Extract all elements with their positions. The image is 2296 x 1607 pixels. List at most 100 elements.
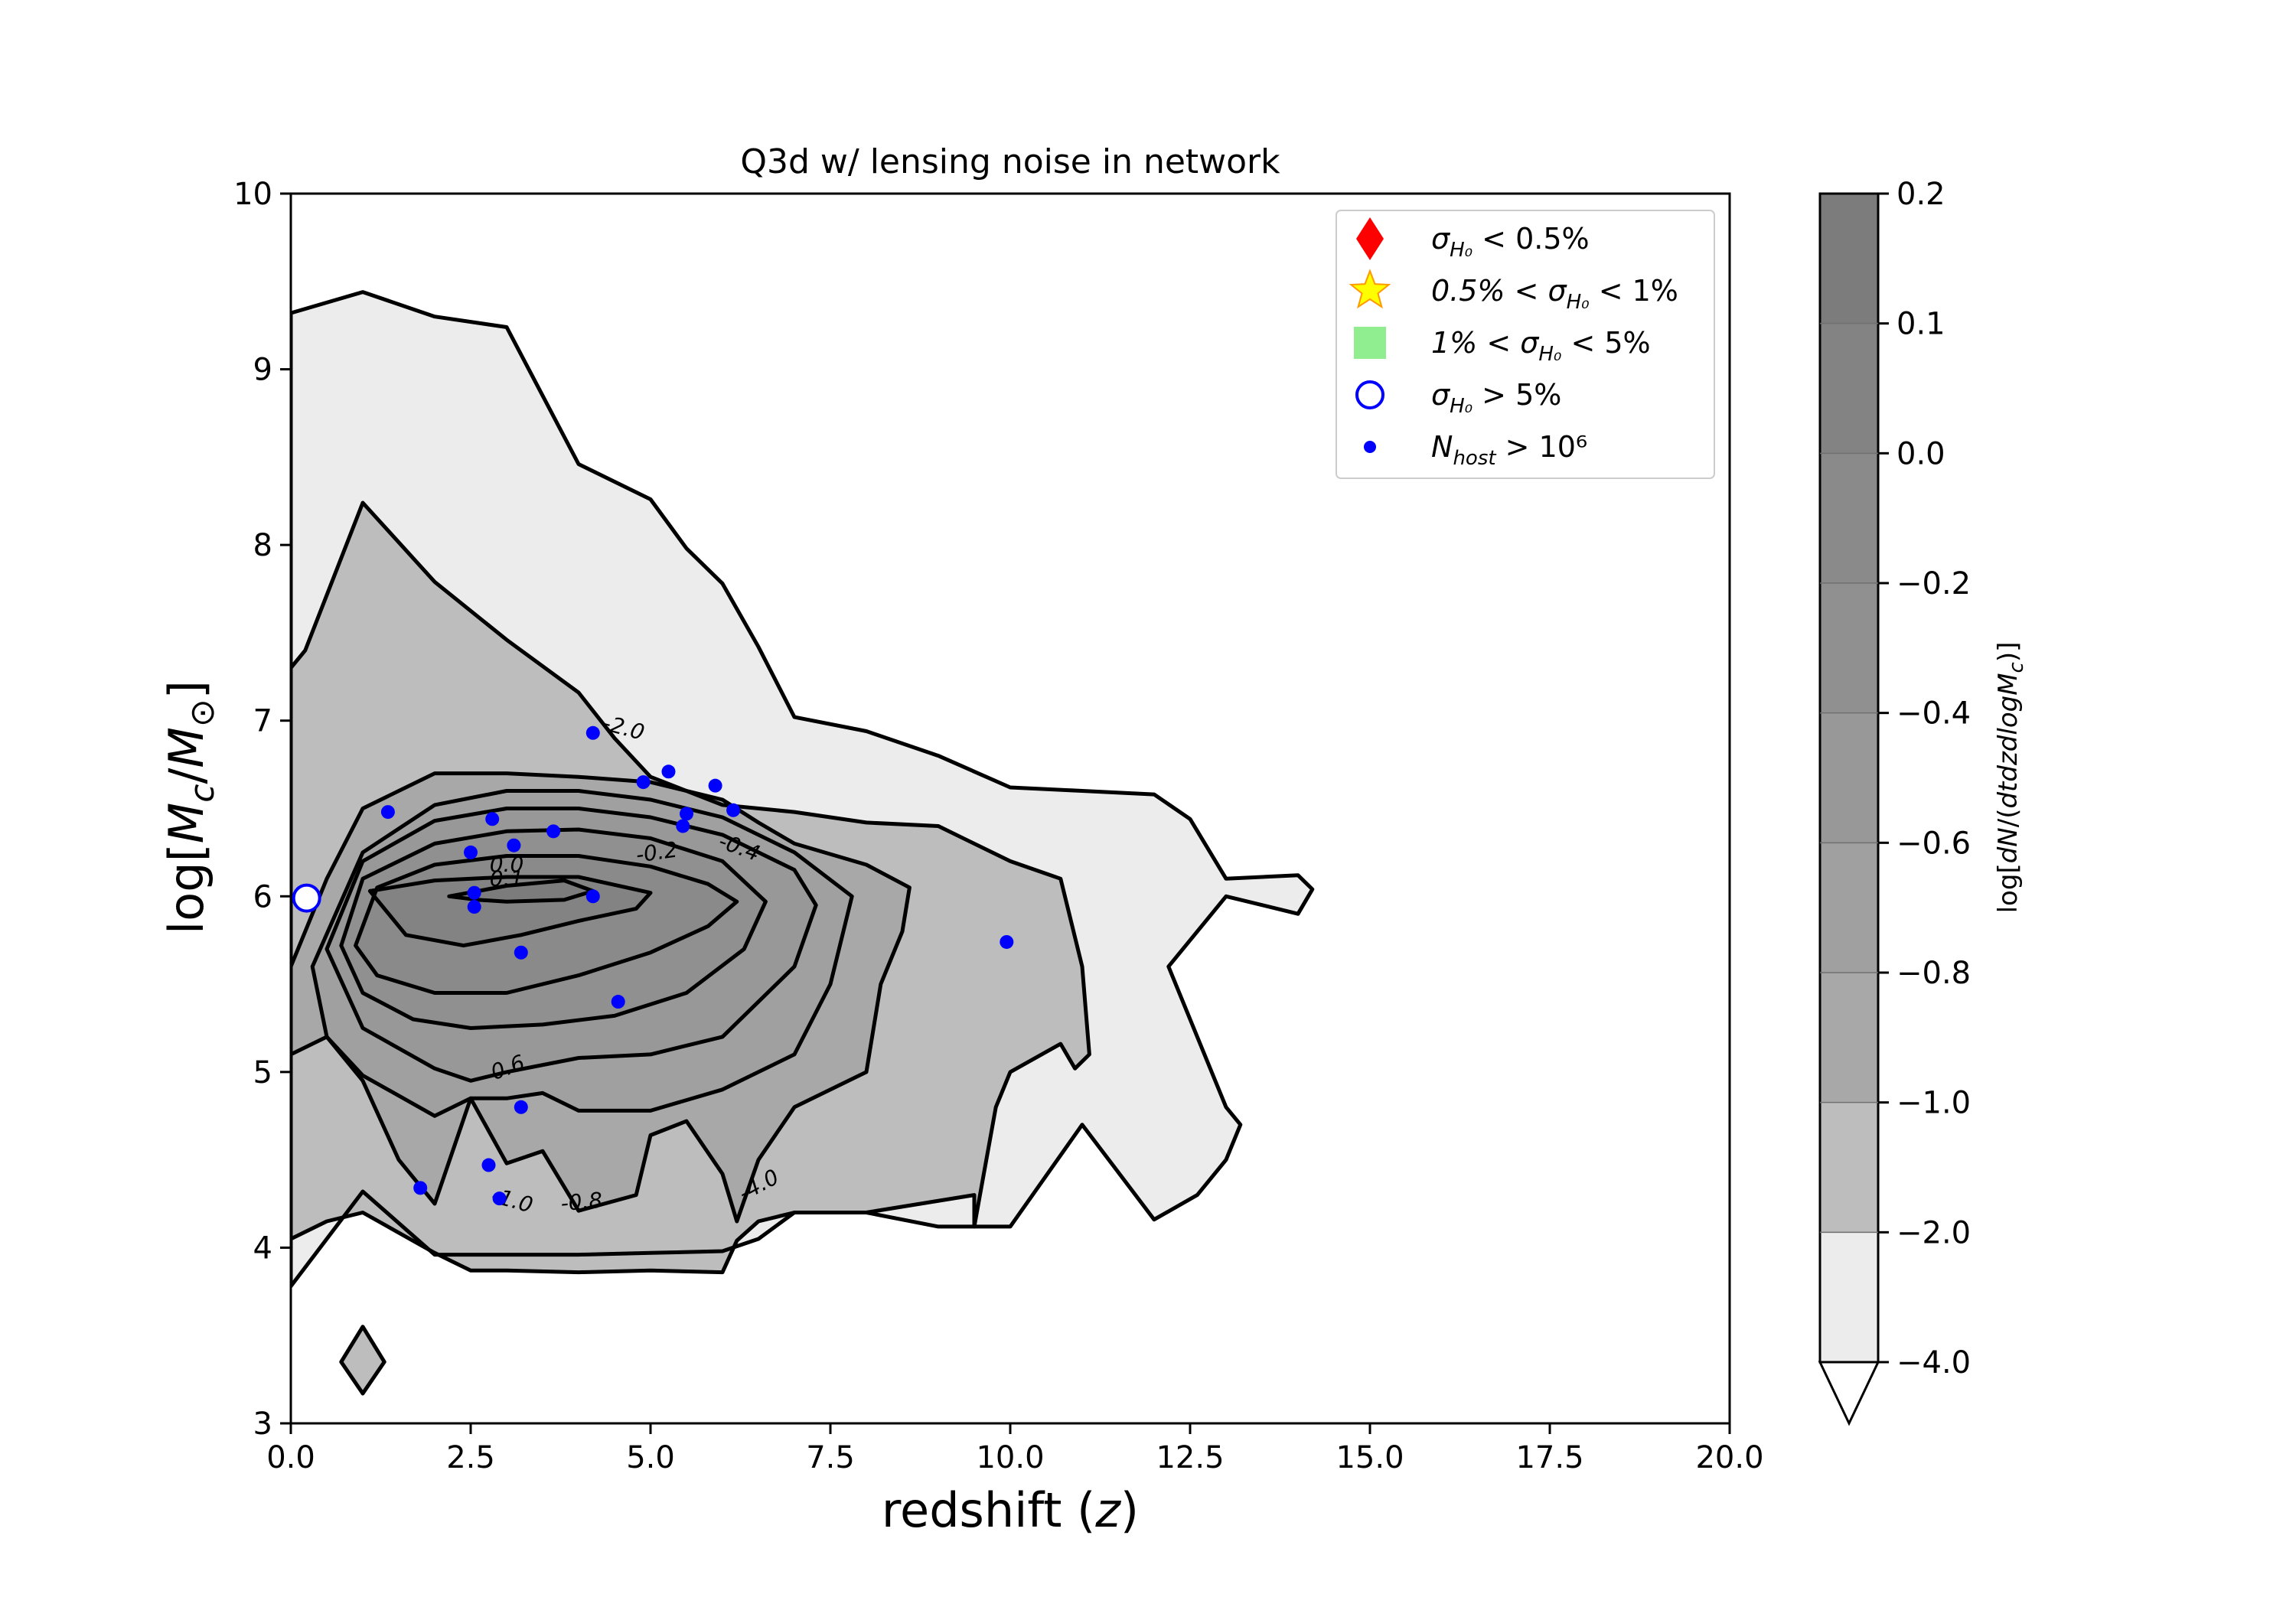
host-point (1000, 934, 1014, 949)
x-tick-label: 12.5 (1156, 1440, 1224, 1475)
x-axis-ticks: 0.0 2.5 5.0 7.5 10.0 12.5 15.0 17.5 20.0 (266, 1423, 1764, 1475)
host-point (726, 803, 741, 817)
y-tick-label: 8 (253, 528, 272, 563)
x-tick-label: 20.0 (1695, 1440, 1763, 1475)
colorbar-band (1820, 583, 1878, 713)
host-point (514, 1100, 528, 1114)
legend-marker-square (1354, 327, 1386, 359)
legend-entry: 0.5% < σH₀ < 1% (1349, 269, 1678, 314)
colorbar-tick-label: −4.0 (1896, 1345, 1971, 1380)
host-point (636, 775, 651, 790)
colorbar-extend-triangle (1818, 1361, 1880, 1426)
host-point (546, 824, 561, 839)
host-point (680, 807, 693, 821)
open-circle-point (292, 883, 321, 913)
contour-fill (448, 880, 593, 902)
contour-line (291, 771, 912, 1224)
x-tick-label: 15.0 (1336, 1440, 1404, 1475)
contour-line (354, 854, 739, 995)
colorbar-frame (1818, 192, 1880, 1364)
y-tick-label: 5 (253, 1055, 272, 1090)
contour-label: 0.1 (490, 866, 524, 892)
host-point (467, 885, 481, 900)
colorbar-tick-label: −0.8 (1896, 956, 1971, 991)
host-point (481, 1158, 496, 1172)
colorbar-tick-label: 0.2 (1896, 177, 1945, 212)
contour-label: -0.8 (559, 1188, 603, 1217)
contour-line (339, 1325, 386, 1396)
y-tick-label: 6 (253, 879, 272, 914)
contour-fill (341, 1326, 385, 1393)
legend-marker-star (1349, 269, 1391, 309)
legend-label: Nhost > 10⁶ (1431, 430, 1587, 470)
colorbar-band (1820, 1232, 1878, 1362)
host-point (585, 889, 600, 904)
host-point (514, 945, 528, 960)
legend-label: 0.5% < σH₀ < 1% (1431, 274, 1678, 314)
colorbar-band (1820, 973, 1878, 1103)
colorbar-tick-label: −0.4 (1896, 696, 1971, 732)
colorbar-tick-label: −1.0 (1896, 1086, 1971, 1121)
x-tick-label: 0.0 (266, 1440, 315, 1475)
host-point (467, 900, 481, 914)
contour-label: -0.2 (634, 837, 680, 868)
y-tick-label: 4 (253, 1231, 272, 1266)
colorbar-tick-label: 0.0 (1896, 436, 1945, 471)
legend-label: σH₀ < 0.5% (1431, 222, 1590, 262)
colorbar-tick-label: −0.6 (1896, 826, 1971, 861)
contour-line (310, 789, 854, 1118)
host-point (507, 838, 521, 852)
legend: σH₀ < 0.5% 0.5% < σH₀ < 1% 1% < σH₀ < 5% σH… (1336, 210, 1715, 479)
y-axis-ticks: 3 4 5 6 7 8 9 10 (233, 177, 291, 1442)
colorbar-tick-label: 0.1 (1896, 307, 1945, 342)
legend-marker-dot (1364, 441, 1376, 453)
x-tick-label: 2.5 (446, 1440, 495, 1475)
legend-box (1336, 210, 1715, 479)
x-tick-label: 17.5 (1515, 1440, 1583, 1475)
y-tick-label: 10 (233, 177, 272, 212)
y-tick-label: 9 (253, 353, 272, 388)
contour-fills (291, 292, 1313, 1393)
host-point (413, 1181, 428, 1195)
colorbar-label: log[dN/(dtdzdlogMc)] (1993, 642, 2028, 914)
host-point (661, 764, 676, 779)
contour-lines (291, 290, 1315, 1396)
colorbar-tick-label: −2.0 (1896, 1215, 1971, 1250)
x-tick-label: 10.0 (976, 1440, 1044, 1475)
contour-line (291, 290, 1315, 1289)
y-tick-label: 3 (253, 1407, 272, 1442)
colorbar-band (1820, 453, 1878, 583)
host-point (611, 995, 625, 1009)
colorbar-band (1820, 843, 1878, 973)
x-tick-label: 5.0 (626, 1440, 675, 1475)
host-point (585, 725, 600, 740)
colorbar-band (1820, 712, 1878, 843)
colorbar-band (1820, 194, 1878, 324)
legend-entry: Nhost > 10⁶ (1364, 430, 1587, 470)
host-point (492, 1191, 507, 1206)
host-point (708, 778, 722, 793)
colorbar-band (1820, 323, 1878, 454)
host-point (676, 819, 690, 833)
colorbar-tick-label: −0.2 (1896, 566, 1971, 601)
legend-entry: σH₀ < 0.5% (1356, 217, 1590, 262)
chart-title: Q3d w/ lensing noise in network (740, 142, 1280, 181)
colorbar: −4.0 −2.0 −1.0 −0.8 −0.6 −0.4 −0.2 0.0 0.1 0.2 lo… (1818, 177, 2028, 1426)
y-axis-label: log[Mc/M⊙] (158, 680, 222, 934)
contour-line (325, 807, 818, 1083)
contour-line (291, 500, 1091, 1275)
host-point (380, 805, 395, 820)
host-point (464, 845, 478, 859)
contour-line (367, 875, 653, 948)
legend-entry: 1% < σH₀ < 5% (1354, 326, 1651, 366)
host-point (485, 812, 500, 826)
legend-marker-diamond (1356, 217, 1384, 260)
contour-label: 0.0 (490, 852, 524, 877)
data-points (292, 725, 1014, 1206)
legend-label: 1% < σH₀ < 5% (1431, 326, 1651, 366)
colorbar-band (1820, 1102, 1878, 1233)
x-axis-label: redshift (z) (882, 1482, 1139, 1538)
contour-line (339, 827, 768, 1030)
x-tick-label: 7.5 (806, 1440, 855, 1475)
y-tick-label: 7 (253, 704, 272, 739)
